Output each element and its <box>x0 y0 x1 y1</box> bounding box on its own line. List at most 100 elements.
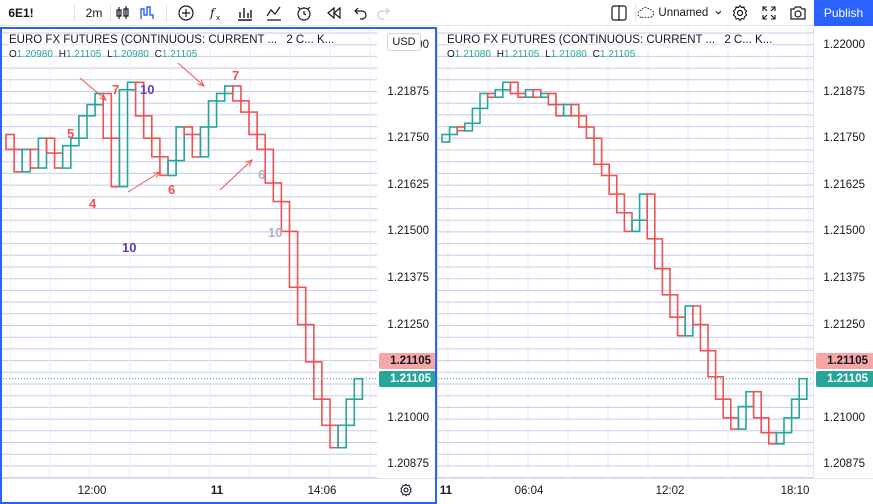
price-box <box>70 137 80 147</box>
price-box <box>790 398 801 419</box>
right-time-tick: 18:10 <box>780 485 810 497</box>
price-box <box>714 375 725 400</box>
left-last-price-red: 1.21105 <box>379 353 437 369</box>
settings-icon[interactable] <box>728 0 752 26</box>
right-legend-title: EURO FX FUTURES (CONTINUOUS: CURRENT ...… <box>447 34 773 46</box>
price-box <box>471 107 481 125</box>
right-symbol-title: EURO FX FUTURES (CONTINUOUS: CURRENT ... <box>447 34 716 46</box>
interval-button[interactable]: 2m <box>80 0 108 26</box>
count-annotation[interactable]: 4 <box>89 196 97 211</box>
cloud-icon <box>637 7 654 18</box>
price-tick: 1.22000 <box>823 39 865 51</box>
camera-icon[interactable] <box>786 0 810 26</box>
price-box <box>798 377 808 401</box>
right-time-scale[interactable]: 11 06:04 12:02 18:10 <box>437 478 873 504</box>
hlc-bars-icon[interactable] <box>136 0 158 26</box>
left-high-value: 1.21105 <box>65 49 102 60</box>
right-price-scale[interactable]: 1.22000 1.21875 1.21750 1.21625 1.21500 1.213… <box>813 27 873 478</box>
right-open-value: 1.21080 <box>454 49 491 60</box>
left-plot-area[interactable]: EURO FX FUTURES (CONTINUOUS: CURRENT ...… <box>0 27 377 478</box>
price-tick: 1.21250 <box>823 318 865 331</box>
arrow-head <box>197 79 205 87</box>
left-ohlc-legend: O1.20980 H1.21105 L1.20980 C1.21105 <box>9 49 198 60</box>
undo-icon[interactable] <box>350 0 372 26</box>
price-box <box>608 174 618 195</box>
right-chart-svg <box>438 27 813 478</box>
currency-badge[interactable]: USD <box>387 33 421 51</box>
price-box <box>86 103 96 117</box>
price-tick: 1.21625 <box>823 178 865 191</box>
left-chart-pane[interactable]: EURO FX FUTURES (CONTINUOUS: CURRENT ...… <box>0 27 437 504</box>
right-plot-area[interactable]: EURO FX FUTURES (CONTINUOUS: CURRENT ...… <box>437 27 813 478</box>
price-box <box>102 92 113 140</box>
left-legend-title: EURO FX FUTURES (CONTINUOUS: CURRENT ...… <box>9 34 335 46</box>
price-box <box>669 293 679 318</box>
left-time-scale[interactable]: 12:00 11 14:06 <box>0 478 437 504</box>
left-chart-svg <box>0 27 377 478</box>
redo-icon[interactable] <box>372 0 394 26</box>
fullscreen-icon[interactable] <box>757 0 781 26</box>
price-box <box>646 193 656 240</box>
count-annotation[interactable]: 10 <box>122 240 137 255</box>
right-chart-pane[interactable]: EURO FX FUTURES (CONTINUOUS: CURRENT ...… <box>437 27 873 504</box>
count-annotation[interactable]: 7 <box>232 68 240 83</box>
count-annotation[interactable]: 10 <box>268 225 283 240</box>
count-annotation[interactable]: 6 <box>258 167 266 182</box>
price-box <box>272 182 283 203</box>
right-last-price-red: 1.21105 <box>816 353 873 369</box>
interval-label: 2m <box>85 6 103 20</box>
price-box <box>555 103 565 117</box>
layout-name-dropdown[interactable]: Unnamed <box>637 0 723 26</box>
price-box <box>676 316 687 337</box>
price-box <box>240 100 250 113</box>
add-indicator-icon[interactable] <box>174 0 198 26</box>
layout-icon[interactable] <box>607 0 631 26</box>
arrow-drawing <box>79 77 107 101</box>
replay-icon[interactable] <box>322 0 346 26</box>
candles-icon[interactable] <box>112 0 134 26</box>
price-box <box>199 126 210 158</box>
left-open-value: 1.20980 <box>16 49 53 60</box>
left-last-price-green: 1.21105 <box>379 371 437 387</box>
right-close-value: 1.21105 <box>599 49 636 60</box>
price-box <box>159 156 169 177</box>
chevron-down-icon <box>715 10 722 15</box>
left-time-tick: 14:06 <box>307 485 337 497</box>
price-box <box>631 219 641 233</box>
gear-icon[interactable] <box>399 483 413 500</box>
price-box <box>110 137 121 188</box>
price-box <box>600 163 611 177</box>
price-box <box>175 126 186 162</box>
alert-icon[interactable] <box>292 0 316 26</box>
price-box <box>280 200 291 233</box>
price-box <box>232 85 242 102</box>
price-box <box>494 88 504 99</box>
compare-icon[interactable] <box>233 0 257 26</box>
count-annotation[interactable]: 7 <box>112 82 120 97</box>
price-box <box>456 126 466 132</box>
price-box <box>329 424 339 449</box>
price-box <box>296 286 307 326</box>
price-box <box>321 398 331 427</box>
price-tick: 1.21750 <box>387 132 429 145</box>
right-time-tick: 11 <box>439 485 453 497</box>
count-annotation[interactable]: 10 <box>140 82 155 97</box>
price-box <box>654 238 664 270</box>
publish-button[interactable]: Publish <box>814 0 873 26</box>
price-box <box>13 148 24 173</box>
count-annotation[interactable]: 5 <box>67 126 75 141</box>
symbol-search-button[interactable]: 6E1! <box>4 0 38 26</box>
arrow-drawing <box>177 62 205 87</box>
left-price-scale[interactable]: 1.220001.218751.217501.216251.215001.213… <box>377 27 437 478</box>
price-tick: 1.21625 <box>387 178 429 191</box>
arrow-drawing <box>219 159 253 191</box>
price-box <box>61 144 72 169</box>
templates-icon[interactable] <box>262 0 286 26</box>
price-box <box>547 92 557 106</box>
count-annotation[interactable]: 6 <box>168 182 176 197</box>
right-ohlc-legend: O1.21080 H1.21105 L1.21080 C1.21105 <box>447 49 636 60</box>
right-title-extra: 2 C... K... <box>724 34 773 46</box>
price-tick: 1.21375 <box>387 272 429 284</box>
price-box <box>737 405 747 430</box>
